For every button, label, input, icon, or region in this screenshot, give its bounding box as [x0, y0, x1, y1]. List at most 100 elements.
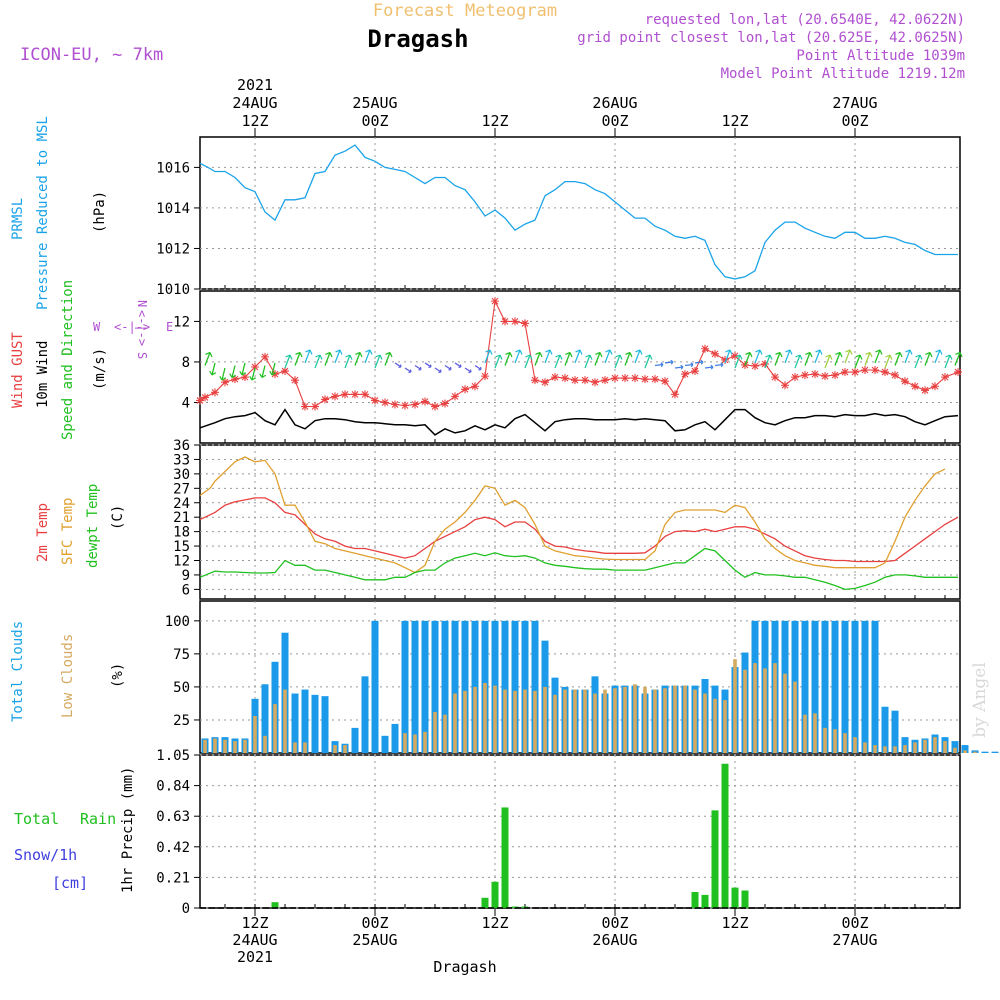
wind-barb-arrow [734, 354, 741, 369]
bottom-time-label: 00Z [841, 914, 868, 932]
low-cloud-bar [823, 727, 827, 753]
wind-gust-marker [701, 344, 709, 353]
total-cloud-bar [261, 684, 269, 753]
wind-barb-arrow [324, 352, 331, 366]
wind-barb-head [875, 349, 883, 355]
temp-series-line-1 [199, 456, 946, 574]
low-cloud-bar [593, 693, 597, 753]
wind-barb-head [825, 354, 833, 360]
wind-gust-marker [271, 370, 279, 379]
wind-barb-arrow [294, 352, 301, 366]
wind-barb-head [365, 349, 373, 355]
wind-barb-arrow [314, 354, 321, 369]
total-cloud-bar [991, 751, 999, 753]
wind-barb-arrow [231, 365, 236, 378]
wind-gust-marker [291, 376, 299, 385]
total-cloud-bar [461, 620, 469, 753]
wind-gust-marker [611, 374, 619, 383]
wind-gust-marker [851, 368, 859, 377]
temp-ytick-label: 27 [173, 481, 190, 497]
wind-label-speed-dir: Speed and Direction [60, 280, 76, 440]
wind-barb-head [315, 354, 323, 360]
low-cloud-bar [513, 690, 517, 753]
wind-barb-arrow [271, 362, 276, 376]
wind-barb-head [625, 351, 633, 358]
temp-ytick-label: 33 [173, 452, 190, 468]
wind-barb-head [865, 351, 873, 358]
wind-barb-head [285, 354, 293, 360]
wind-gust-marker [641, 375, 649, 384]
model-name: ICON-EU, ~ 7km [20, 45, 163, 65]
total-cloud-bar [971, 750, 979, 753]
compass-south: S [135, 352, 149, 359]
wind-barb-head [710, 364, 714, 370]
wind-gust-marker [761, 359, 769, 368]
wind-gust-marker [561, 374, 569, 383]
point-altitude: Point Altitude 1039m [796, 48, 965, 64]
wind-barb-arrow [594, 352, 601, 366]
low-cloud-bar [843, 733, 847, 753]
wind-gust-marker [421, 397, 429, 406]
wind-barb-head [955, 351, 963, 358]
wind-barb-head [209, 370, 217, 376]
low-cloud-bar [713, 698, 717, 753]
low-cloud-bar [483, 682, 487, 753]
wind-ytick-label: 12 [173, 314, 190, 330]
precip-label-rain: Rain [80, 810, 116, 828]
top-time-label: 27AUG [832, 94, 877, 112]
wind-barb-head [345, 354, 353, 360]
total-cloud-bar [531, 620, 539, 753]
wind-barb-arrow [251, 367, 256, 381]
cloud-label-total: Total Clouds [10, 621, 26, 722]
wind-label-gust: Wind GUST [10, 332, 26, 408]
pressure-series-line [199, 144, 958, 280]
wind-gust-marker [771, 373, 779, 382]
total-cloud-bar [291, 693, 299, 753]
precip-bar [691, 891, 699, 908]
low-cloud-bar [333, 745, 337, 753]
top-time-label: 2021 [237, 76, 273, 94]
wind-gust-marker [351, 390, 359, 399]
bottom-time-label: 26AUG [592, 931, 637, 949]
wind-barb-head [660, 362, 664, 368]
low-cloud-bar [963, 750, 967, 753]
total-cloud-bar [821, 620, 829, 753]
pressure-labels: PRMSL Pressure Reduced to MSL (hPa) [10, 116, 108, 310]
wind-labels: Wind GUST 10m Wind Speed and Direction (… [10, 280, 173, 440]
wind-gust-marker [451, 392, 459, 401]
low-cloud-bar [583, 689, 587, 753]
low-cloud-bar [883, 746, 887, 753]
wind-barb-arrow [614, 354, 621, 369]
total-cloud-bar [881, 706, 889, 753]
low-cloud-bar [233, 741, 237, 753]
wind-barb-arrow [354, 352, 361, 366]
low-cloud-bar [573, 689, 577, 753]
wind-barb-arrow [804, 352, 811, 366]
low-cloud-bar [643, 686, 647, 753]
total-cloud-bar [981, 751, 989, 753]
total-cloud-bar [501, 620, 509, 753]
wind-barb-head [855, 354, 863, 360]
wind-barb-head [635, 349, 643, 355]
wind-barb-head [775, 351, 783, 358]
temp-series-line-2 [199, 547, 958, 591]
top-time-label: 00Z [601, 112, 628, 130]
wind-barb-head [755, 349, 763, 355]
low-cloud-bar [633, 684, 637, 753]
wind-gust-marker [881, 368, 889, 377]
low-cloud-bar [783, 673, 787, 753]
wind-barb-head [239, 370, 247, 376]
temp-ytick-label: 6 [182, 582, 190, 598]
wind-barb-arrow [904, 349, 911, 364]
precip-bar [271, 902, 279, 908]
wind-barb-head [615, 354, 623, 360]
bottom-time-label: 12Z [721, 914, 748, 932]
wind-unit: (m/s) [92, 348, 108, 390]
total-cloud-bar [351, 727, 359, 753]
temp-ytick-label: 36 [173, 438, 190, 454]
total-cloud-bar [811, 620, 819, 753]
low-cloud-bar [453, 693, 457, 753]
wind-gust-marker [341, 390, 349, 399]
clouds-ytick-label: 50 [173, 680, 190, 696]
wind-barb-arrow [534, 352, 541, 366]
